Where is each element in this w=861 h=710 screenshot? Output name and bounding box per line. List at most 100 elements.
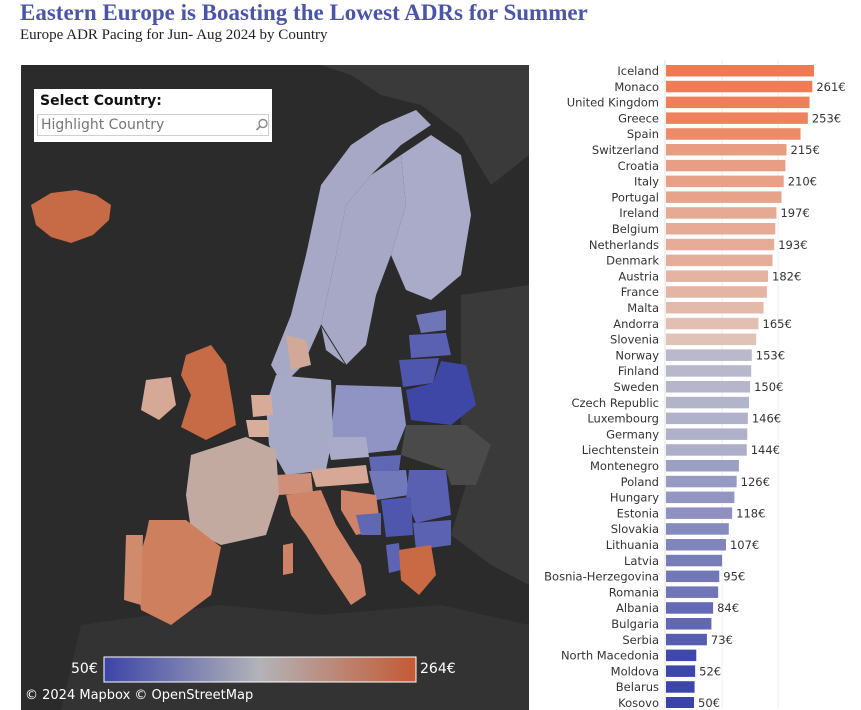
bar[interactable] [666,80,813,93]
bar[interactable] [666,697,695,708]
map-landmass-north [321,65,529,185]
bar[interactable] [666,507,733,519]
bar[interactable] [666,65,814,77]
bar[interactable] [666,396,749,409]
map-france [186,437,279,545]
map-sardinia [283,543,293,575]
bar[interactable] [666,681,695,693]
bar[interactable] [666,128,801,140]
bar[interactable] [666,602,714,614]
data-label: 193€ [778,238,807,252]
legend-min-label: 50€ [71,661,98,677]
data-label: 210€ [788,175,817,189]
bar[interactable] [666,302,764,314]
map-sweden [321,155,406,365]
bar[interactable] [666,412,748,425]
category-label: Netherlands [589,238,659,252]
map-spain [136,520,221,625]
bar[interactable] [666,365,752,377]
category-label: Germany [606,427,659,441]
data-label: 95€ [723,570,745,584]
map-finland [391,135,471,300]
chart-title: Eastern Europe is Boasting the Lowest AD… [20,0,588,25]
category-label: Bosnia-Herzegovina [544,570,659,584]
bar[interactable] [666,665,696,677]
bar[interactable] [666,586,719,598]
bar[interactable] [666,444,747,456]
map-credit: © 2024 Mapbox © OpenStreetMap [25,688,254,703]
category-label: Italy [634,175,659,189]
category-label: Albania [616,601,659,615]
bar[interactable] [666,460,739,472]
category-label: Switzerland [592,143,659,157]
bar[interactable] [666,191,782,203]
europe-map[interactable]: Select Country: 50€ 264€ © 2024 Mapbox ©… [21,65,529,710]
bar[interactable] [666,207,777,219]
category-label: Monaco [614,80,659,94]
map-romania [406,470,451,523]
highlight-country-input[interactable] [37,114,269,136]
bar[interactable] [666,175,784,188]
category-label: Lithuania [606,538,659,552]
data-label: 153€ [756,348,785,362]
bar[interactable] [666,270,769,282]
bar[interactable] [666,475,737,488]
country-selector: Select Country: [34,89,272,142]
map-borders [320,289,417,386]
bar[interactable] [666,349,752,361]
category-label: Bulgaria [611,617,659,631]
category-label: Kosovo [618,696,659,708]
map-switzerland [276,473,313,495]
bar[interactable] [666,333,757,346]
bar[interactable] [666,159,786,172]
category-label: Malta [627,301,659,315]
bar[interactable] [666,286,767,298]
map-belgium [246,420,269,437]
bar[interactable] [666,523,729,535]
bar[interactable] [666,317,759,330]
category-label: Portugal [611,190,659,204]
map-austria [311,465,369,487]
bar[interactable] [666,649,697,662]
category-label: Slovakia [611,522,659,536]
bar[interactable] [666,570,720,583]
bar[interactable] [666,112,808,124]
map-bulgaria [413,520,451,550]
map-netherlands [251,395,273,417]
data-label: 215€ [791,143,820,157]
map-ireland [141,377,176,420]
category-label: Austria [618,269,659,283]
category-label: Czech Republic [571,396,659,410]
data-label: 144€ [751,443,780,457]
bar[interactable] [666,144,787,156]
bar[interactable] [666,254,773,267]
category-label: Latvia [624,554,659,568]
map-landmass-east [451,285,529,585]
category-label: Greece [618,111,659,125]
search-icon[interactable] [255,118,269,132]
data-label: 50€ [698,696,720,708]
bar[interactable] [666,96,810,109]
bar[interactable] [666,428,748,440]
bar[interactable] [666,618,712,630]
category-label: Estonia [617,506,659,520]
category-label: Iceland [617,64,659,78]
category-label: Moldova [611,664,659,678]
bar[interactable] [666,491,735,504]
map-italy [286,490,366,605]
bar[interactable] [666,223,776,235]
map-canvas [31,65,529,710]
bar[interactable] [666,381,751,393]
chart-subtitle: Europe ADR Pacing for Jun- Aug 2024 by C… [20,27,328,43]
data-label: 73€ [711,633,733,647]
data-label: 165€ [763,317,792,331]
bar[interactable] [666,554,723,567]
bar[interactable] [666,238,775,251]
legend-gradient [103,656,417,683]
bar[interactable] [666,633,707,646]
map-greece [399,545,436,595]
map-albania [386,543,401,573]
map-uk [181,345,236,440]
bar[interactable] [666,539,726,551]
category-label: Serbia [622,633,659,647]
